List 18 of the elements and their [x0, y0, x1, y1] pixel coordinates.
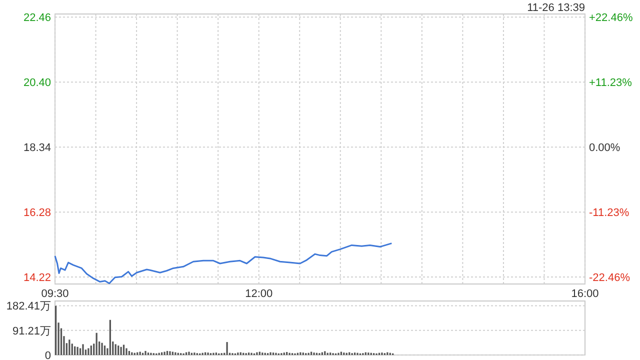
x-tick-label: 09:30 [41, 288, 69, 300]
y-tick-label: 182.41万 [6, 300, 51, 313]
y-tick-label: 91.21万 [12, 325, 51, 338]
y-tick-label: 16.28 [23, 207, 51, 220]
line-series [54, 242, 392, 284]
y2-tick-label: -22.46% [589, 272, 630, 284]
y-tick-label: 22.46 [23, 12, 51, 24]
y-tick-label: 18.34 [23, 142, 51, 154]
annotation: 11-26 13:39 [527, 2, 585, 14]
x-tick-label: 16:00 [571, 288, 599, 300]
y2-tick-label: -11.23% [589, 207, 630, 220]
y2-tick-label: +22.46% [589, 12, 633, 24]
y-tick-label: 14.22 [23, 272, 51, 284]
y-tick-label: 0 [44, 350, 51, 360]
y-tick-label: 20.40 [23, 77, 51, 90]
y2-tick-label: 0.00% [589, 142, 620, 154]
y2-tick-label: +11.23% [589, 77, 632, 90]
x-tick-label: 12:00 [245, 288, 273, 300]
